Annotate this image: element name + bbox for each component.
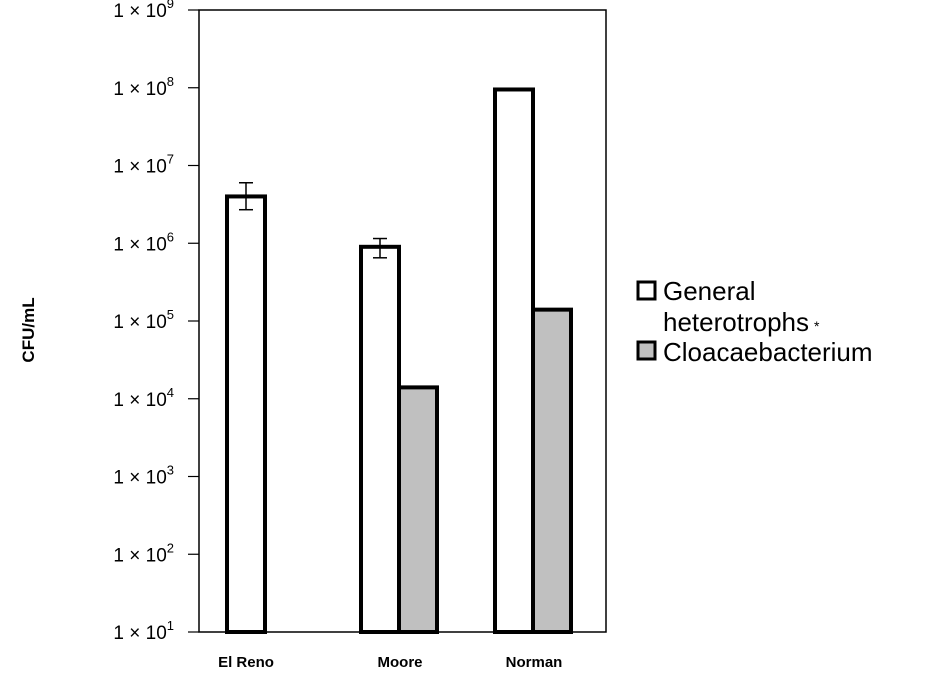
x-tick-label: El Reno <box>218 654 274 671</box>
y-tick-label: 1 × 107 <box>113 152 174 178</box>
legend-swatch-general-heterotrophs <box>636 280 657 301</box>
legend-swatch-cloacaebacterium <box>636 340 657 361</box>
bars <box>225 87 573 634</box>
x-tick-label: Norman <box>506 654 563 671</box>
legend-label-cloacaebacterium: Cloacaebacterium <box>663 337 873 367</box>
bar-general-heterotrophs <box>359 244 401 634</box>
y-axis-title: CFU/mL <box>19 297 38 362</box>
bar-cloacaebacterium <box>531 307 573 634</box>
y-tick-label: 1 × 102 <box>113 540 174 566</box>
y-axis: 1 × 101 1 × 102 1 × 103 1 × 104 1 × 105 1 × 1… <box>113 0 199 644</box>
y-tick-label: 1 × 104 <box>113 385 174 411</box>
y-tick-label: 1 × 108 <box>113 74 174 100</box>
y-tick-label: 1 × 101 <box>113 618 174 644</box>
error-bars <box>239 181 387 259</box>
bar-general-heterotrophs <box>493 87 535 634</box>
legend: General heterotrophs *Cloacaebacterium <box>636 276 873 367</box>
x-axis-labels: El Reno Moore Norman <box>218 654 562 671</box>
y-tick-label: 1 × 103 <box>113 463 174 489</box>
y-tick-label: 1 × 109 <box>113 0 174 22</box>
bar-cloacaebacterium <box>397 385 439 634</box>
y-tick-label: 1 × 105 <box>113 307 174 333</box>
legend-label-general-heterotrophs: General heterotrophs * <box>663 276 820 337</box>
bar-general-heterotrophs <box>225 194 267 634</box>
y-tick-label: 1 × 106 <box>113 229 174 255</box>
x-tick-label: Moore <box>378 654 423 671</box>
